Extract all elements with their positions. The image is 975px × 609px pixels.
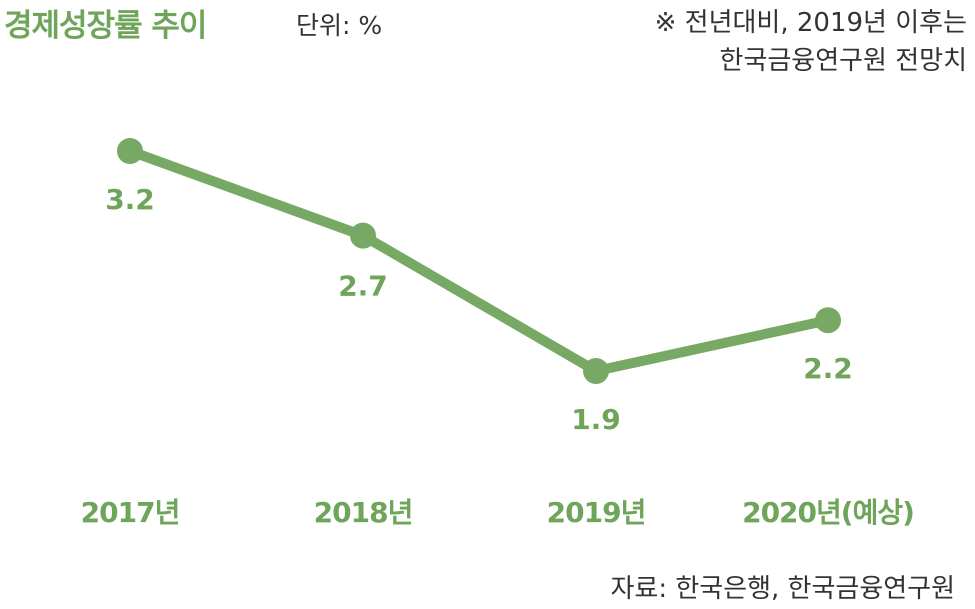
chart-title: 경제성장률 추이	[4, 8, 207, 44]
source-note: 자료: 한국은행, 한국금융연구원	[610, 574, 955, 604]
x-tick-label-0: 2017년	[81, 496, 180, 529]
series-line	[125, 146, 833, 376]
x-tick-label-2: 2019년	[547, 496, 646, 529]
x-tick-label-3: 2020년(예상)	[742, 496, 914, 529]
data-point-3	[815, 307, 841, 334]
data-label-2: 1.9	[571, 403, 621, 436]
data-label-3: 2.2	[803, 352, 853, 385]
unit-label: 단위: %	[296, 11, 383, 40]
x-tick-label-1: 2018년	[314, 496, 413, 529]
data-point-2	[583, 358, 609, 384]
note-line-2: 한국금융연구원 전망치	[719, 46, 967, 76]
data-point-0	[117, 138, 143, 164]
note: ※ 전년대비, 2019년 이후는 한국금융연구원 전망치	[655, 4, 967, 80]
data-point-1	[350, 222, 376, 249]
note-line-1: ※ 전년대비, 2019년 이후는	[654, 8, 967, 38]
data-label-1: 2.7	[338, 270, 388, 303]
data-label-0: 3.2	[105, 183, 155, 216]
